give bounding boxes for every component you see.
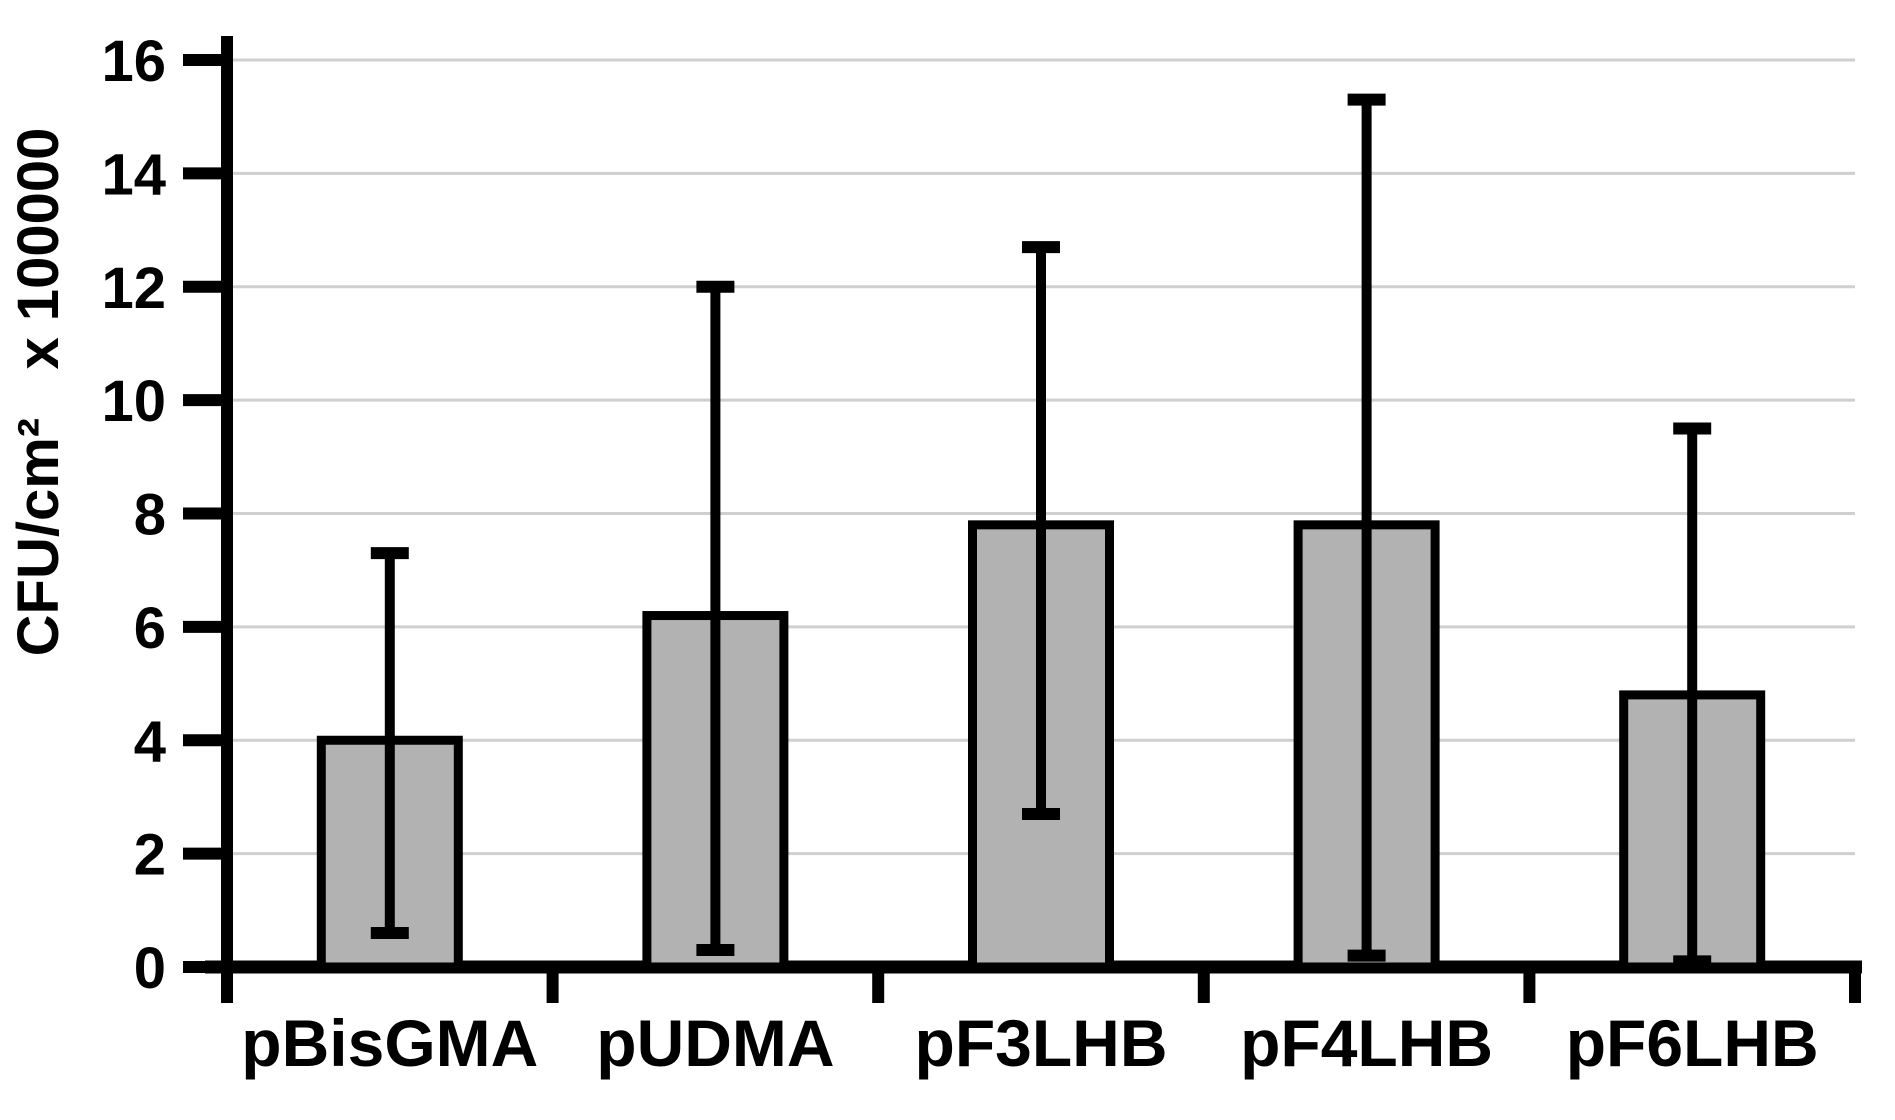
- y-axis-title: CFU/cm² x 100000: [6, 128, 71, 657]
- y-tick-label: 14: [101, 142, 166, 207]
- y-tick-label: 8: [134, 483, 166, 548]
- x-category-label: pF4LHB: [1240, 1006, 1493, 1080]
- x-category-label: pBisGMA: [241, 1006, 538, 1080]
- y-tick-label: 0: [134, 936, 166, 1001]
- y-tick-label: 16: [101, 29, 166, 94]
- y-tick-label: 10: [101, 369, 166, 434]
- y-tick-label: 4: [134, 709, 166, 774]
- x-category-label: pF3LHB: [915, 1006, 1168, 1080]
- y-tick-label: 2: [134, 823, 166, 888]
- x-category-label: pUDMA: [596, 1006, 834, 1080]
- y-tick-label: 12: [101, 256, 166, 321]
- x-category-label: pF6LHB: [1566, 1006, 1819, 1080]
- y-tick-label: 6: [134, 596, 166, 661]
